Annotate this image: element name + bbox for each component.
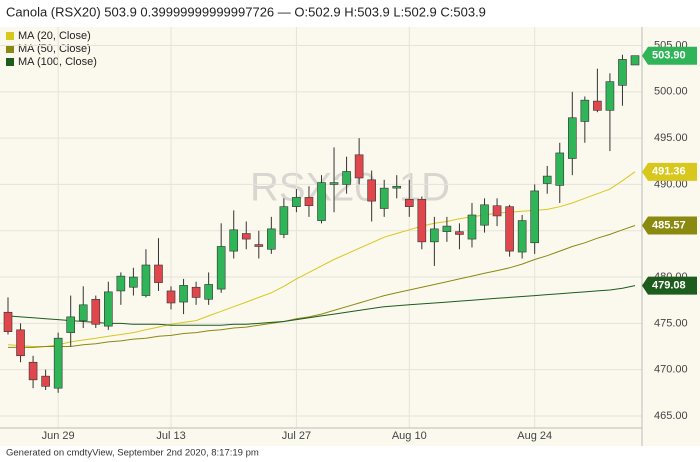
candle-body xyxy=(505,206,514,252)
legend-swatch xyxy=(6,45,14,53)
footer: Generated on cmdtyView, September 2nd 20… xyxy=(6,448,259,459)
price-tag-label: 503.90 xyxy=(652,50,686,62)
candle-body xyxy=(66,316,75,333)
candle-body xyxy=(367,179,376,202)
candle-body xyxy=(542,175,552,184)
price-tag xyxy=(642,216,697,235)
candle-body xyxy=(279,206,289,235)
y-tick-label: 495.00 xyxy=(654,132,688,144)
candle-body xyxy=(517,220,527,253)
candle-body xyxy=(204,284,213,300)
candle-body xyxy=(404,198,414,207)
candle-body xyxy=(342,171,351,185)
candle-body xyxy=(630,55,640,66)
candle-body xyxy=(154,264,163,283)
candle-body xyxy=(241,233,251,240)
candle-body xyxy=(191,286,201,298)
price-tag-label: 479.08 xyxy=(652,279,686,291)
legend-swatch xyxy=(6,32,14,40)
y-tick-label: 490.00 xyxy=(654,178,688,190)
legend-label: MA (50, Close) xyxy=(18,43,91,55)
candle-body xyxy=(567,117,577,159)
candle-body xyxy=(317,182,326,221)
candle-body xyxy=(166,290,176,304)
candle-body xyxy=(555,152,565,186)
candle-body xyxy=(229,229,239,252)
y-tick-label: 475.00 xyxy=(654,317,688,329)
candle-body xyxy=(430,228,439,243)
price-tag-label: 485.57 xyxy=(652,219,686,231)
candle-body xyxy=(417,198,427,243)
candle-body xyxy=(392,185,402,189)
moving-average-line xyxy=(8,225,636,348)
candle-body xyxy=(91,298,101,325)
candle-body xyxy=(618,59,627,86)
y-tick-label: 500.00 xyxy=(654,86,688,98)
legend-label: MA (100, Close) xyxy=(18,56,97,68)
candle-body xyxy=(379,187,389,209)
y-tick-label: 465.00 xyxy=(654,410,688,422)
x-tick-label: Jul 13 xyxy=(156,430,185,442)
candle-body xyxy=(605,81,615,111)
legend-swatch xyxy=(6,58,14,66)
candle-body xyxy=(254,244,264,247)
candle-body xyxy=(216,246,226,290)
candle-body xyxy=(104,291,113,327)
candle-body xyxy=(480,204,489,226)
x-tick-label: Jun 29 xyxy=(42,430,75,442)
price-tag xyxy=(642,46,697,65)
candle-body xyxy=(304,197,314,207)
candle-body xyxy=(292,197,301,207)
candle-body xyxy=(530,190,539,244)
candle-body xyxy=(329,182,339,185)
candle-body xyxy=(3,311,13,332)
price-tag xyxy=(642,162,697,181)
candle-body xyxy=(28,361,38,381)
price-tag xyxy=(642,276,697,295)
legend: MA (20, Close)MA (50, Close)MA (100, Clo… xyxy=(6,30,97,68)
candle-body xyxy=(492,205,502,217)
candle-body xyxy=(53,337,63,389)
candle-body xyxy=(580,99,590,122)
candle-body xyxy=(41,375,50,387)
candle-body xyxy=(467,214,477,240)
x-tick-label: Jul 27 xyxy=(282,430,311,442)
candle-body xyxy=(267,228,276,250)
candle-body xyxy=(78,304,88,321)
candle-body xyxy=(116,275,126,292)
y-tick-label: 470.00 xyxy=(654,364,688,376)
plot-background xyxy=(0,27,700,446)
legend-label: MA (20, Close) xyxy=(18,30,91,42)
candle-body xyxy=(129,276,138,288)
x-tick-label: Aug 10 xyxy=(392,430,427,442)
x-tick-label: Aug 24 xyxy=(517,430,552,442)
price-tag-label: 491.36 xyxy=(652,166,686,178)
candle-body xyxy=(442,225,452,232)
chart-title: Canola (RSX20) 503.9 0.39999999999997726… xyxy=(6,4,486,19)
candle-body xyxy=(179,285,188,303)
candle-body xyxy=(16,329,25,357)
candle-body xyxy=(354,154,364,179)
candle-body xyxy=(141,264,151,296)
candle-body xyxy=(593,100,602,111)
candle-body xyxy=(455,231,464,235)
